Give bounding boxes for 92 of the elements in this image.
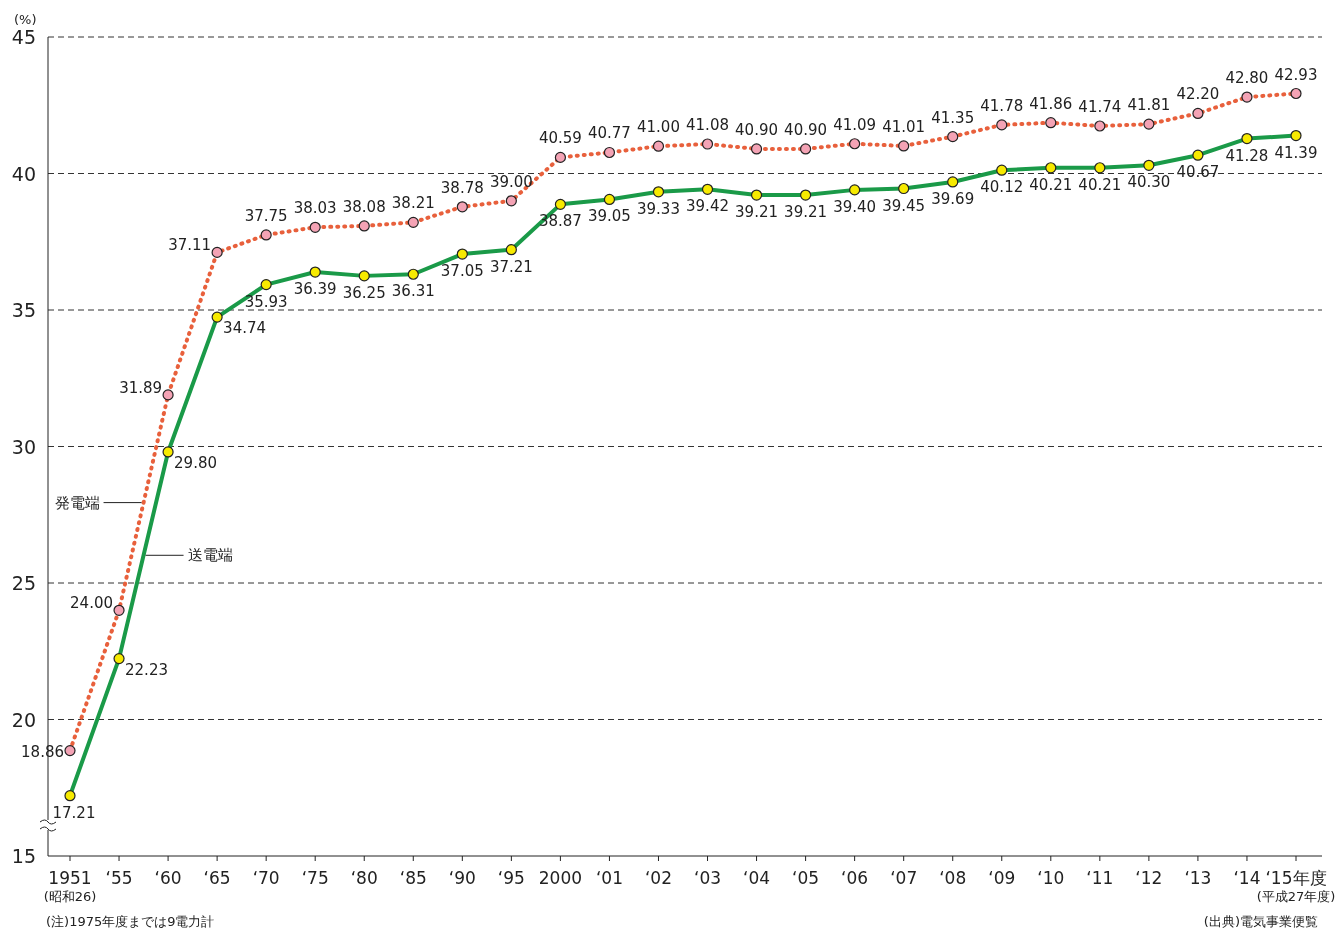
data-label: 39.69 [931,189,975,208]
data-label: 37.05 [440,262,484,281]
text: (出典)電気事業便覧 [1203,914,1318,929]
y-tick-label: 30 [11,435,36,458]
y-tick-label: 35 [11,299,36,321]
data-label: 41.00 [637,118,680,137]
legend-label: 送電端 [187,546,233,565]
x-tick-label: ‘60 [154,868,182,888]
y-tick-label: 40 [11,162,36,185]
x-tick-label: ‘14 [1233,868,1261,888]
data-label: 41.86 [1029,94,1073,113]
data-label: 40.59 [538,129,582,148]
data-label: 35.93 [244,292,288,311]
data-label: 36.39 [293,280,337,299]
x-tick-label: ‘75 [301,868,329,888]
data-label: 37.75 [244,206,288,225]
x-tick-label: ‘55 [105,868,133,888]
data-label: 40.77 [587,124,631,143]
data-label: 39.40 [833,197,877,216]
data-label: 41.28 [1225,146,1269,165]
data-label: 36.31 [391,282,435,301]
data-label: 39.00 [489,172,533,191]
data-label: 41.01 [882,117,926,136]
x-tick-label: ‘09 [988,868,1016,888]
x-tick-label: ‘15年度 [1265,868,1327,888]
data-label: 42.20 [1176,85,1220,104]
x-tick-label: ‘08 [939,868,967,888]
data-label: 41.74 [1078,98,1122,116]
x-tick-label: ‘07 [890,868,918,888]
x-tick-label: ‘12 [1135,868,1163,888]
y-tick-label: 20 [11,708,36,731]
x-tick-label: ‘80 [350,868,378,888]
text: (平成27年度) [1256,889,1335,904]
data-label: 38.21 [391,194,435,213]
y-tick-label: 45 [11,26,36,48]
x-tick-label: ‘05 [792,868,820,888]
data-label: 41.35 [931,108,975,127]
x-tick-label: ‘10 [1037,868,1065,888]
data-label: 41.78 [980,96,1024,115]
data-label: 39.21 [784,203,828,222]
data-label: 40.90 [784,120,828,139]
x-tick-label: ‘06 [841,868,869,888]
data-label: 40.21 [1078,175,1122,194]
data-label: 39.21 [735,203,779,222]
data-label: 40.90 [735,120,779,139]
y-tick-label: 15 [11,845,36,867]
x-tick-label: ‘90 [448,868,476,888]
data-label: 38.78 [440,178,484,197]
text: 発電端 [54,493,100,512]
data-label: 31.89 [119,378,163,397]
x-tick-label: ‘95 [497,868,525,888]
data-label: 34.74 [223,319,267,338]
x-tick-label: ‘65 [203,868,231,888]
data-label: 22.23 [125,660,168,679]
x-tick-label: ‘70 [252,868,280,888]
data-label: 39.05 [587,207,631,226]
text: (注)1975年度までは9電力計 [46,914,215,929]
x-tick-label: ‘02 [644,868,672,888]
data-label: 39.45 [882,196,926,215]
data-label: 41.81 [1127,96,1171,115]
x-tick-label: ‘85 [399,868,427,888]
data-label: 41.09 [833,115,877,134]
data-label: 40.21 [1029,175,1073,194]
x-tick-label: 1951 [48,868,92,888]
y-tick-label: 25 [11,572,36,594]
x-tick-label: ‘11 [1086,868,1114,888]
data-label: 40.12 [980,178,1024,197]
data-label: 42.93 [1274,65,1318,84]
data-label: 41.39 [1274,143,1318,162]
data-label: 18.86 [21,742,64,761]
data-label: 40.30 [1127,173,1171,192]
x-tick-label: ‘04 [743,868,771,888]
text: (昭和26) [43,889,97,904]
data-label: 38.03 [293,199,337,218]
data-label: 38.87 [538,212,582,231]
data-label: 39.42 [686,197,729,216]
data-label: 37.21 [489,257,533,276]
data-label: 42.80 [1225,69,1269,88]
x-tick-label: ‘13 [1184,868,1212,888]
data-label: 36.25 [342,283,386,302]
data-label: 39.33 [637,199,680,218]
x-tick-label: ‘03 [694,868,722,888]
data-label: 37.11 [168,236,212,255]
data-label: 40.67 [1176,163,1220,182]
data-label: 41.08 [686,116,729,135]
data-label: 24.00 [70,594,114,613]
x-tick-label: ‘01 [595,868,623,888]
x-tick-label: 2000 [538,868,583,888]
data-label: 17.21 [52,803,96,822]
data-label: 38.08 [342,197,386,216]
y-axis-title: (%) [14,12,37,27]
data-label: 29.80 [174,453,218,472]
